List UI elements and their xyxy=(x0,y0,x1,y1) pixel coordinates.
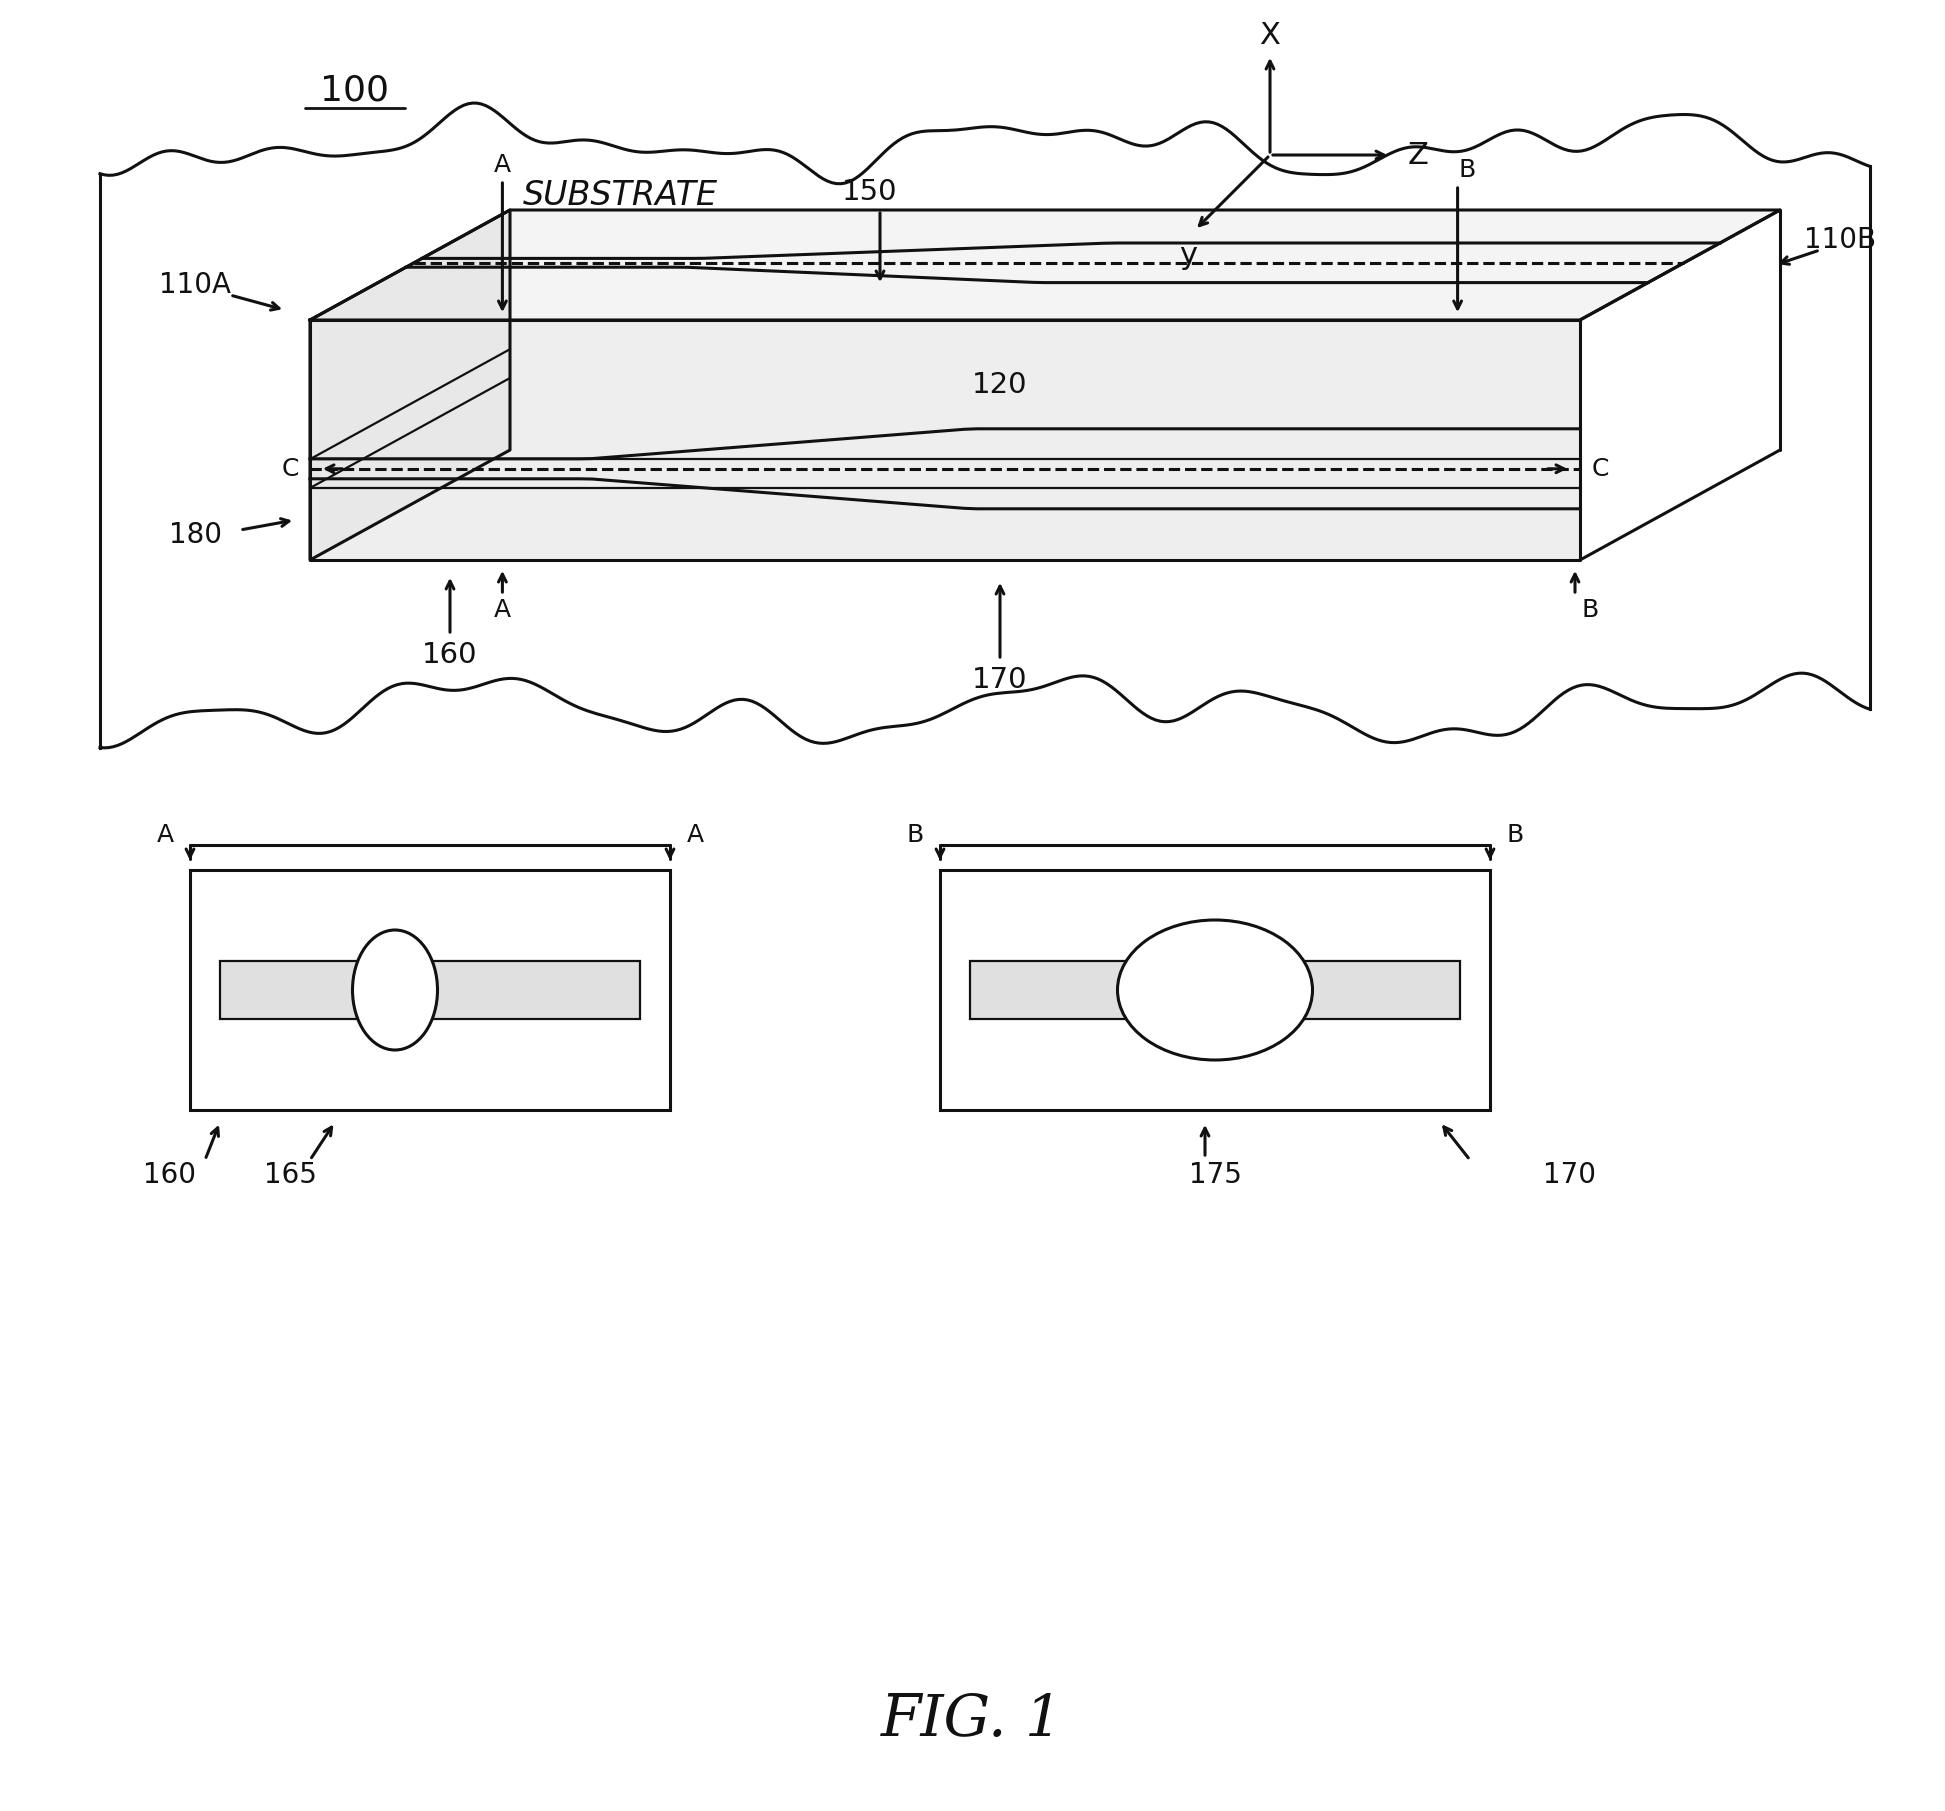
Text: 160: 160 xyxy=(144,1161,196,1190)
Text: B: B xyxy=(1581,598,1599,621)
Text: A: A xyxy=(687,822,704,848)
Text: A: A xyxy=(494,598,512,621)
Text: 100: 100 xyxy=(321,72,389,107)
Text: FIG. 1: FIG. 1 xyxy=(881,1691,1064,1748)
Polygon shape xyxy=(309,321,1579,560)
Text: 180: 180 xyxy=(169,522,222,549)
Text: 160: 160 xyxy=(422,641,478,668)
Text: 185: 185 xyxy=(585,1052,634,1078)
Text: A: A xyxy=(494,152,512,177)
Ellipse shape xyxy=(1118,920,1313,1059)
Polygon shape xyxy=(309,210,510,560)
Bar xyxy=(191,869,669,1110)
Text: B: B xyxy=(1505,822,1523,848)
Text: 170: 170 xyxy=(972,666,1027,694)
Text: 185: 185 xyxy=(1406,1052,1453,1078)
Text: Z: Z xyxy=(1408,141,1428,170)
Bar xyxy=(220,962,640,1020)
Text: 150: 150 xyxy=(842,177,899,206)
Text: 120: 120 xyxy=(972,371,1027,398)
Bar xyxy=(971,962,1461,1020)
Text: SUBSTRATE: SUBSTRATE xyxy=(523,179,718,212)
Text: 110B: 110B xyxy=(1803,226,1877,254)
Text: 110A: 110A xyxy=(159,272,231,299)
Text: y: y xyxy=(1179,241,1196,270)
Text: X: X xyxy=(1260,20,1280,49)
Text: C: C xyxy=(282,456,300,480)
Text: 170: 170 xyxy=(1544,1161,1597,1190)
Text: C: C xyxy=(1591,456,1609,480)
Text: 175: 175 xyxy=(1188,1161,1241,1190)
Ellipse shape xyxy=(352,931,438,1050)
Text: 165: 165 xyxy=(265,1161,317,1190)
Text: B: B xyxy=(1459,158,1476,181)
Bar xyxy=(939,869,1490,1110)
Text: B: B xyxy=(906,822,924,848)
Polygon shape xyxy=(309,210,1780,321)
Text: A: A xyxy=(156,822,173,848)
